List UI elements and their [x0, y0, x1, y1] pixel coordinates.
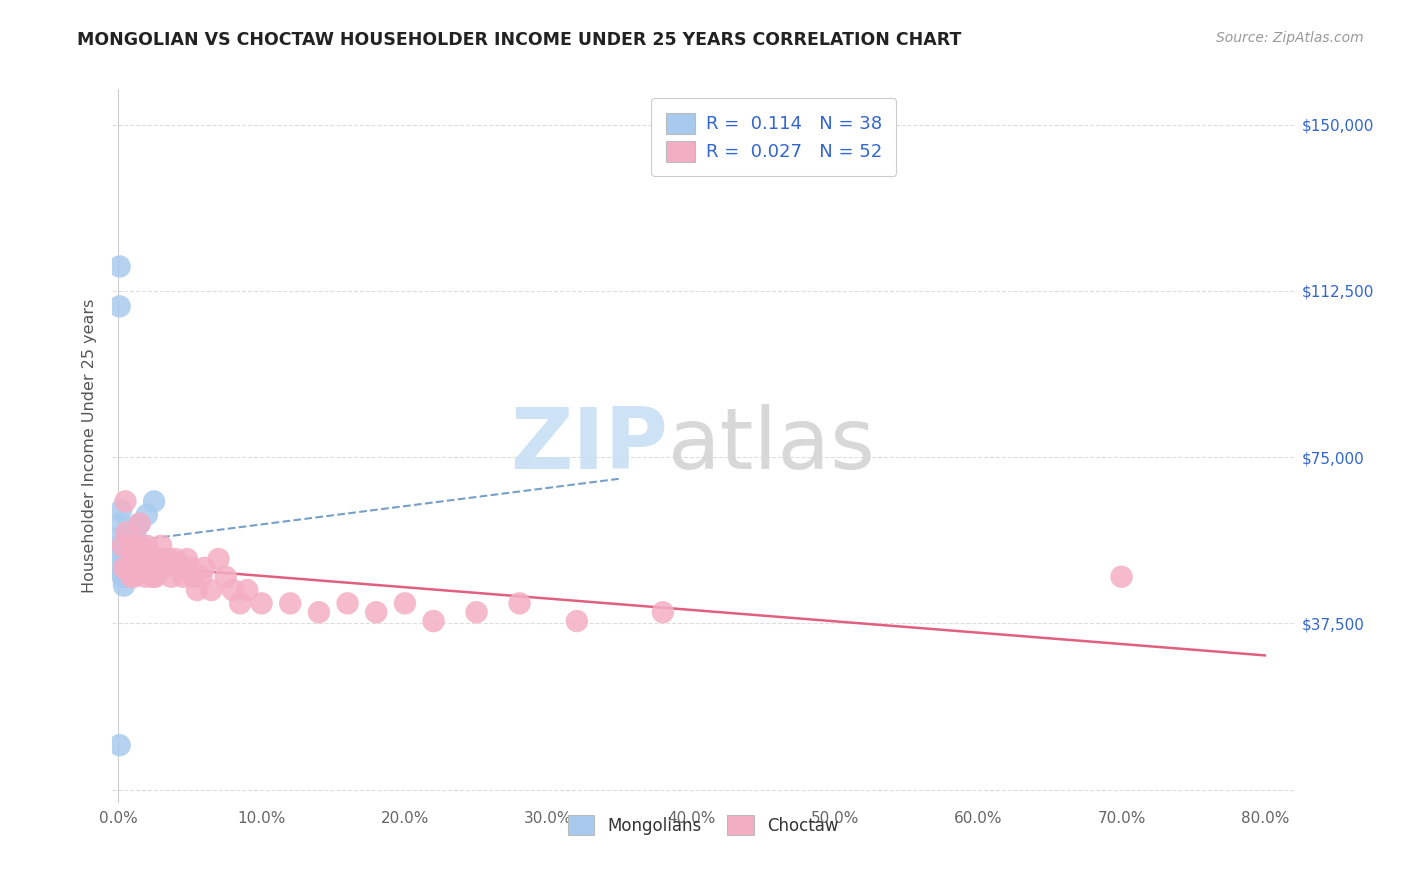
- Text: ZIP: ZIP: [510, 404, 668, 488]
- Point: [565, 614, 588, 628]
- Text: atlas: atlas: [668, 404, 876, 488]
- Point: [128, 516, 150, 531]
- Point: [114, 539, 136, 553]
- Point: [145, 570, 167, 584]
- Point: [118, 530, 141, 544]
- Point: [250, 596, 273, 610]
- Point: [112, 570, 135, 584]
- Point: [176, 552, 198, 566]
- Point: [114, 561, 136, 575]
- Point: [112, 552, 135, 566]
- Point: [114, 494, 136, 508]
- Point: [112, 561, 135, 575]
- Point: [190, 570, 212, 584]
- Point: [108, 299, 131, 313]
- Point: [143, 552, 166, 566]
- Point: [135, 539, 157, 553]
- Point: [121, 530, 143, 544]
- Point: [111, 570, 134, 584]
- Point: [143, 494, 166, 508]
- Point: [200, 582, 222, 597]
- Point: [215, 570, 238, 584]
- Point: [121, 539, 143, 553]
- Point: [120, 552, 142, 566]
- Point: [139, 552, 162, 566]
- Point: [129, 539, 152, 553]
- Point: [114, 552, 136, 566]
- Point: [111, 561, 134, 575]
- Point: [110, 530, 132, 544]
- Point: [132, 552, 155, 566]
- Point: [153, 561, 176, 575]
- Point: [118, 539, 141, 553]
- Legend: Mongolians, Choctaw: Mongolians, Choctaw: [554, 802, 852, 848]
- Point: [207, 552, 229, 566]
- Point: [128, 516, 150, 531]
- Point: [1111, 570, 1133, 584]
- Point: [108, 738, 131, 752]
- Point: [117, 539, 139, 553]
- Point: [111, 543, 134, 558]
- Point: [186, 582, 208, 597]
- Point: [120, 539, 142, 553]
- Point: [112, 561, 135, 575]
- Point: [117, 552, 139, 566]
- Point: [111, 566, 134, 580]
- Point: [172, 570, 194, 584]
- Point: [157, 552, 180, 566]
- Text: MONGOLIAN VS CHOCTAW HOUSEHOLDER INCOME UNDER 25 YEARS CORRELATION CHART: MONGOLIAN VS CHOCTAW HOUSEHOLDER INCOME …: [77, 31, 962, 49]
- Point: [125, 561, 148, 575]
- Point: [179, 561, 201, 575]
- Point: [118, 539, 141, 553]
- Point: [115, 525, 138, 540]
- Point: [115, 561, 138, 575]
- Point: [229, 596, 252, 610]
- Point: [117, 561, 139, 575]
- Point: [114, 570, 136, 584]
- Point: [110, 503, 132, 517]
- Point: [110, 539, 132, 553]
- Point: [308, 605, 330, 619]
- Point: [278, 596, 301, 610]
- Point: [122, 570, 145, 584]
- Point: [120, 570, 142, 584]
- Point: [651, 605, 673, 619]
- Point: [193, 561, 215, 575]
- Point: [236, 582, 259, 597]
- Point: [108, 260, 131, 274]
- Text: Source: ZipAtlas.com: Source: ZipAtlas.com: [1216, 31, 1364, 45]
- Point: [111, 539, 134, 553]
- Point: [121, 552, 143, 566]
- Point: [124, 539, 146, 553]
- Point: [181, 570, 204, 584]
- Point: [336, 596, 359, 610]
- Point: [134, 570, 156, 584]
- Point: [117, 561, 139, 575]
- Point: [465, 605, 488, 619]
- Point: [366, 605, 388, 619]
- Point: [117, 525, 139, 540]
- Point: [118, 552, 141, 566]
- Point: [165, 552, 187, 566]
- Point: [115, 539, 138, 553]
- Point: [124, 525, 146, 540]
- Point: [222, 582, 245, 597]
- Point: [142, 570, 165, 584]
- Point: [160, 570, 183, 584]
- Point: [112, 579, 135, 593]
- Point: [167, 561, 190, 575]
- Point: [394, 596, 416, 610]
- Y-axis label: Householder Income Under 25 years: Householder Income Under 25 years: [82, 299, 97, 593]
- Point: [110, 516, 132, 531]
- Point: [148, 552, 170, 566]
- Point: [150, 539, 173, 553]
- Point: [115, 552, 138, 566]
- Point: [111, 552, 134, 566]
- Point: [422, 614, 444, 628]
- Point: [509, 596, 531, 610]
- Point: [135, 508, 157, 522]
